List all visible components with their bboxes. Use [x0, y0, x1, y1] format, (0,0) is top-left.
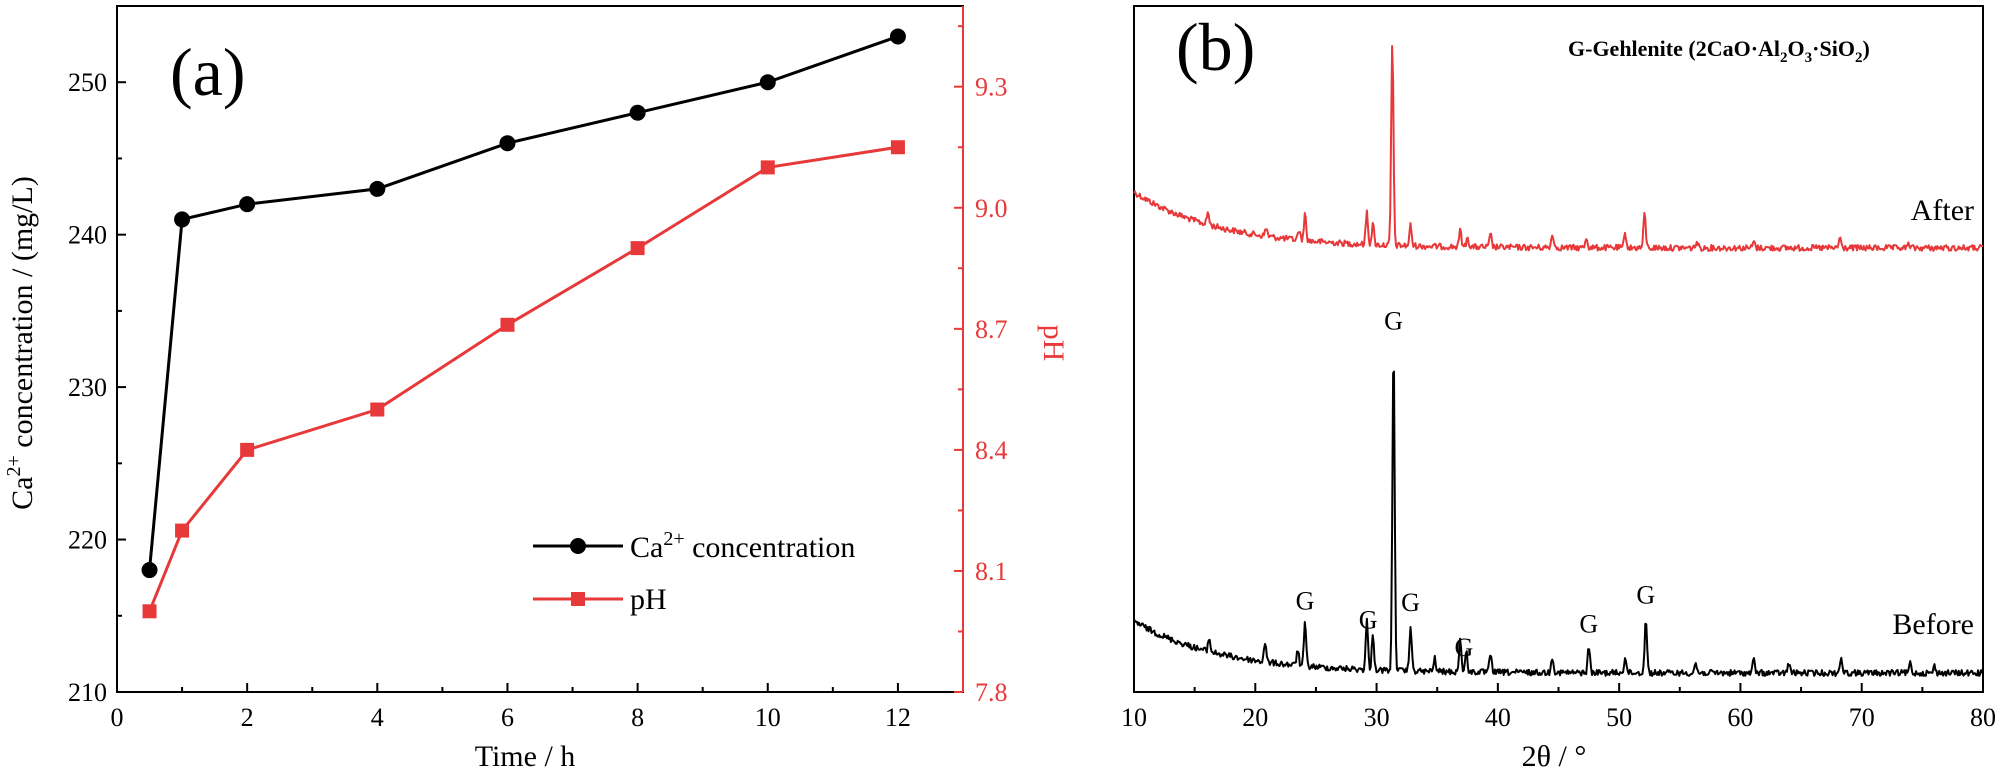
b-x-tick-label: 30 [1364, 703, 1390, 732]
a-ph-point [142, 604, 157, 619]
a-right-tick-label: 9.0 [975, 194, 1008, 223]
ylabel-left-main: Ca [6, 477, 39, 510]
a-left-tick-label: 210 [68, 678, 107, 707]
legend-ca-label: Ca2+ concentration [630, 528, 855, 564]
a-ca-point [239, 196, 256, 213]
legend-ca-rest: concentration [685, 531, 856, 564]
a-ph-point [370, 402, 385, 417]
a-series-line-left [148, 35, 899, 571]
a-ca-point [629, 104, 646, 121]
a-ca-point [889, 28, 906, 45]
a-ph-point [760, 160, 775, 175]
a-right-tick-label: 7.8 [975, 678, 1008, 707]
a-ca-point [174, 211, 191, 228]
lt-s3: 2 [1855, 50, 1863, 66]
legend-ph-label: pH [630, 583, 667, 616]
a-series-line-right [148, 145, 899, 612]
panel-b-series [1133, 45, 1984, 677]
a-left-tick-label: 220 [68, 526, 107, 555]
series-label-after: After [1911, 194, 1974, 227]
lt-suffix: ) [1862, 36, 1869, 61]
b-peak-label: G [1579, 610, 1598, 639]
b-peak-label: G [1455, 633, 1474, 662]
legend-ca-main: Ca [630, 531, 663, 564]
a-x-tick-label: 2 [241, 703, 254, 732]
b-peak-label: G [1296, 587, 1315, 616]
ylabel-left-sup: 2+ [3, 455, 25, 476]
lt-s1: 2 [1780, 50, 1788, 66]
a-left-tick-label: 250 [68, 68, 107, 97]
b-x-tick-label: 60 [1727, 703, 1753, 732]
b-x-tick-label: 50 [1606, 703, 1632, 732]
b-x-tick-label: 80 [1970, 703, 1996, 732]
a-x-tick-label: 12 [885, 703, 911, 732]
b-peak-label: G [1401, 588, 1420, 617]
lt-prefix: G-Gehlenite (2CaO·Al [1568, 36, 1780, 61]
legend-ca-sup: 2+ [663, 528, 684, 550]
b-peak-label: G [1359, 606, 1378, 635]
a-ca-point [141, 562, 158, 579]
a-ca-point [369, 180, 386, 197]
ylabel-left-rest: concentration / (mg/L) [6, 176, 39, 455]
legend-ca-entry: Ca2+ concentration [533, 528, 855, 564]
b-x-tick-label: 70 [1849, 703, 1875, 732]
b-x-tick-label: 40 [1485, 703, 1511, 732]
panel-a-legend: Ca2+ concentration pH [533, 528, 855, 616]
panel-a-x-ticks: 0 2 4 6 8 10 12 [111, 683, 911, 732]
a-right-tick-label: 8.1 [975, 557, 1008, 586]
a-right-tick-label: 9.3 [975, 73, 1008, 102]
panel-b-x-label: 2θ / ° [1522, 740, 1587, 773]
panel-a-left-y-ticks: 210 220 230 240 250 [68, 5, 126, 707]
lt-mid1: O [1788, 36, 1805, 61]
a-ca-point [759, 74, 776, 91]
a-left-tick-label: 230 [68, 373, 107, 402]
a-ph-point [500, 317, 515, 332]
a-ph-point [175, 523, 190, 538]
panel-a: 0 2 4 6 8 10 12 210 220 230 240 250 7.8 8.1 8.4 8.7 9.… [3, 5, 1070, 773]
b-x-tick-label: 20 [1242, 703, 1268, 732]
lt-s2: 3 [1805, 50, 1813, 66]
lt-mid2: ·SiO [1812, 36, 1855, 61]
a-right-tick-label: 8.4 [975, 436, 1008, 465]
a-ph-point [630, 241, 645, 256]
series-label-before: Before [1892, 608, 1974, 641]
panel-a-series [141, 28, 906, 619]
legend-ca-marker [570, 538, 586, 554]
legend-ph-entry: pH [533, 583, 667, 616]
a-x-tick-label: 8 [631, 703, 644, 732]
panel-a-left-y-label: Ca2+ concentration / (mg/L) [3, 176, 39, 510]
a-x-tick-label: 4 [371, 703, 384, 732]
b-series-trace-0 [1133, 45, 1983, 252]
a-ph-point [890, 140, 905, 155]
b-x-tick-label: 10 [1121, 703, 1147, 732]
a-right-tick-label: 8.7 [975, 315, 1008, 344]
panel-b-frame [1133, 5, 1984, 693]
legend-ph-marker [571, 592, 585, 606]
panel-a-label: (a) [170, 34, 245, 110]
a-ph-point [240, 442, 255, 457]
a-ca-point [499, 135, 516, 152]
a-x-tick-label: 10 [755, 703, 781, 732]
a-left-tick-label: 240 [68, 221, 107, 250]
a-x-tick-label: 0 [111, 703, 124, 732]
b-peak-label: G [1384, 307, 1403, 336]
panel-a-x-label: Time / h [475, 740, 576, 773]
panel-b-legend-title: G-Gehlenite (2CaO·Al2O3·SiO2) [1568, 36, 1870, 66]
panel-b-label: (b) [1176, 9, 1255, 85]
a-x-tick-label: 6 [501, 703, 514, 732]
panel-b-x-ticks: 10 20 30 40 50 60 70 80 [1121, 683, 1996, 732]
panel-a-right-y-ticks: 7.8 8.1 8.4 8.7 9.0 9.3 [954, 25, 1008, 707]
panel-a-right-y-label: pH [1037, 325, 1070, 362]
b-peak-label: G [1636, 580, 1655, 609]
b-series-trace-1 [1133, 370, 1984, 677]
